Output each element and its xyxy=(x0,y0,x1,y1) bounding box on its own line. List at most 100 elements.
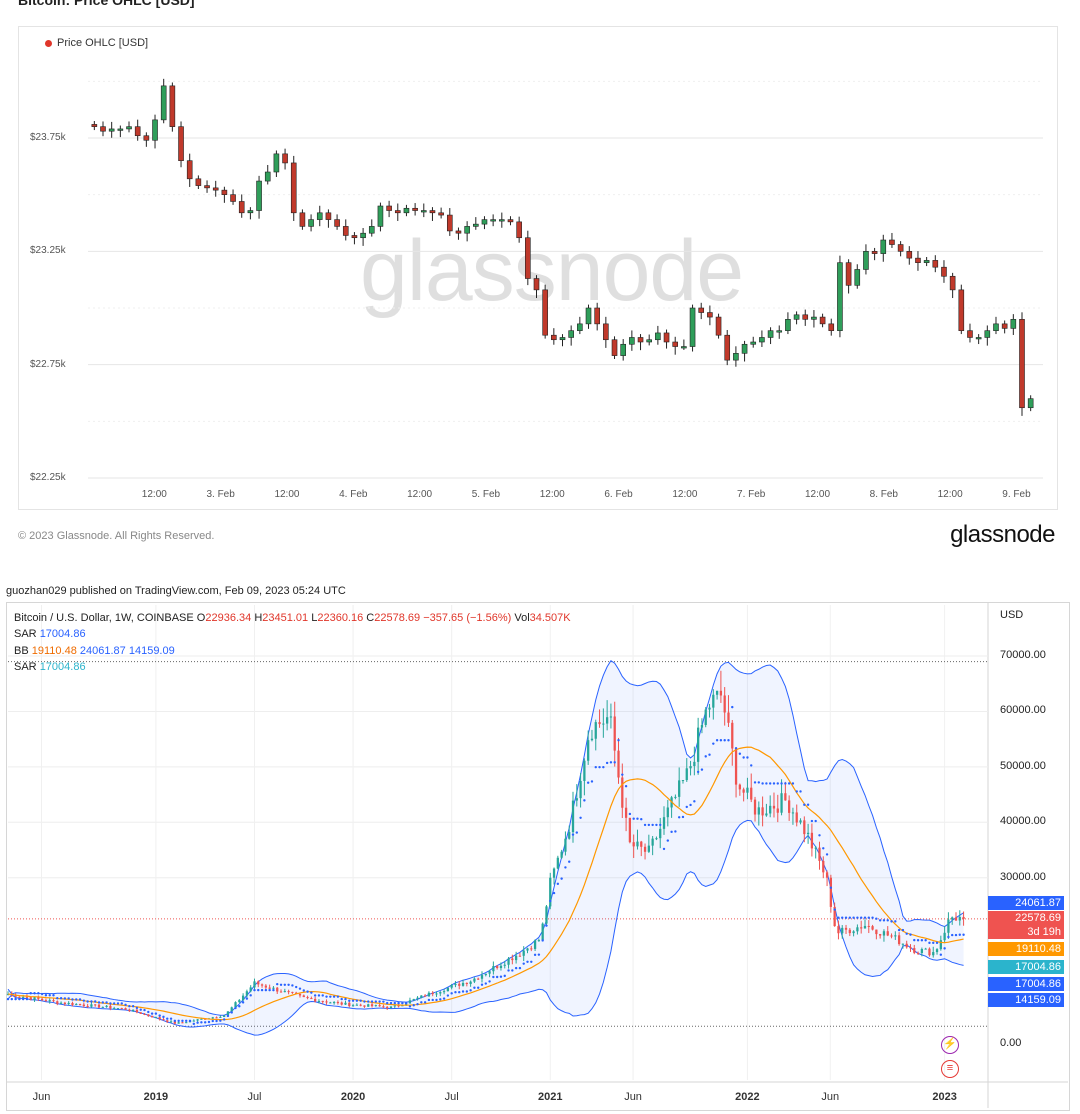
high-value: 23451.01 xyxy=(262,612,309,624)
candle-body xyxy=(469,981,472,984)
candle-body xyxy=(788,800,791,813)
sar-dot xyxy=(503,974,506,978)
sar-dot xyxy=(651,823,654,827)
x-tick-label: Jul xyxy=(444,1091,459,1103)
candle-body xyxy=(169,85,176,127)
sar-dot xyxy=(203,1021,207,1024)
sar-dot xyxy=(552,891,556,895)
x-tick-label: 2022 xyxy=(735,1091,760,1103)
candle-body xyxy=(78,1004,82,1006)
copyright: © 2023 Glassnode. All Rights Reserved. xyxy=(18,530,215,542)
candle-body xyxy=(185,1022,188,1024)
sar-dot xyxy=(958,933,961,936)
sar-dot xyxy=(408,1005,412,1008)
candle-body xyxy=(416,997,419,999)
candle-body xyxy=(620,343,626,356)
candle-body xyxy=(951,917,954,920)
sar-dot xyxy=(439,998,442,1001)
candle-body xyxy=(769,805,772,814)
candle-body xyxy=(234,1002,237,1008)
candle-body xyxy=(29,997,32,1000)
sar-dot xyxy=(147,1010,150,1014)
candle-body xyxy=(22,996,25,998)
candle-body xyxy=(340,1002,343,1005)
sar-dot xyxy=(260,988,264,992)
sar-legend-line[interactable]: SAR 17004.86 xyxy=(14,628,86,640)
candle-body xyxy=(160,85,167,121)
candle-body xyxy=(640,841,643,847)
x-tick-label: 7. Feb xyxy=(737,489,766,500)
candle-body xyxy=(177,1022,180,1024)
candle-body xyxy=(753,799,757,815)
us-flag-icon[interactable]: ≡ xyxy=(941,1060,959,1078)
candle-body xyxy=(906,251,913,259)
candle-body xyxy=(317,1000,321,1002)
sar-dot xyxy=(340,997,343,1001)
sar-dot xyxy=(78,998,82,1001)
candle-body xyxy=(632,842,635,847)
candle-body xyxy=(260,984,264,986)
sar-dot xyxy=(689,803,692,807)
candle-body xyxy=(594,722,597,739)
candle-body xyxy=(308,219,314,227)
bb-upper-value: 24061.87 xyxy=(79,645,126,657)
sar-dot xyxy=(859,916,863,919)
sar-dot xyxy=(738,752,742,755)
candle-body xyxy=(351,235,358,239)
candle-body xyxy=(367,1004,370,1007)
sar-dot xyxy=(643,823,647,827)
candle-body xyxy=(238,1000,241,1003)
sar-dot xyxy=(943,947,946,950)
candle-body xyxy=(915,257,921,263)
candle-body xyxy=(405,1003,408,1006)
sar-dot xyxy=(412,1004,415,1007)
candle-body xyxy=(67,1002,70,1005)
ohlc-legend-line[interactable]: Bitcoin / U.S. Dollar, 1W, COINBASE O229… xyxy=(14,612,571,624)
x-tick-label: 12:00 xyxy=(539,489,565,500)
sar-dot xyxy=(518,966,522,970)
candle-body xyxy=(526,948,529,951)
candle-body xyxy=(91,124,98,127)
candle-body xyxy=(624,807,628,818)
candle-body xyxy=(765,813,768,816)
candle-body xyxy=(394,210,401,214)
sar-dot xyxy=(822,847,825,850)
sar-dot xyxy=(750,764,753,767)
sar-dot xyxy=(602,765,605,769)
candle-body xyxy=(655,838,658,840)
sar-dot xyxy=(806,803,810,806)
sar-dot xyxy=(647,823,651,827)
candle-body xyxy=(924,948,927,950)
candle-body xyxy=(442,991,446,993)
bb-legend-line[interactable]: BB 19110.48 24061.87 14159.09 xyxy=(14,645,175,657)
sar-dot xyxy=(48,994,51,997)
candle-body xyxy=(837,926,840,934)
chart-legend[interactable]: Price OHLC [USD] xyxy=(45,37,148,49)
candle-body xyxy=(943,932,946,941)
candle-body xyxy=(681,780,685,782)
x-tick-label: 12:00 xyxy=(141,489,167,500)
bb-lower-value: 14159.09 xyxy=(128,645,175,657)
glassnode-logo[interactable]: glassnode xyxy=(950,521,1055,548)
candle-body xyxy=(438,212,444,216)
candle-body xyxy=(585,307,592,325)
lightning-icon[interactable]: ⚡ xyxy=(941,1036,959,1054)
candle-body xyxy=(814,847,817,849)
candle-body xyxy=(223,1015,226,1017)
candle-body xyxy=(848,929,851,934)
candle-body xyxy=(101,1006,104,1008)
candle-body xyxy=(446,214,453,232)
candle-body xyxy=(947,919,950,933)
sar2-label: SAR xyxy=(14,661,37,673)
high-label: H xyxy=(254,612,263,624)
sar-dot xyxy=(192,1022,196,1026)
sar-dot xyxy=(135,1006,139,1010)
sar2-legend-line[interactable]: SAR 17004.86 xyxy=(14,661,86,673)
sar-dot xyxy=(325,995,328,998)
sar-dot xyxy=(21,997,25,1001)
sar-dot xyxy=(533,953,537,957)
sar-dot xyxy=(575,831,578,834)
candle-body xyxy=(403,207,410,214)
sar-dot xyxy=(685,805,688,809)
